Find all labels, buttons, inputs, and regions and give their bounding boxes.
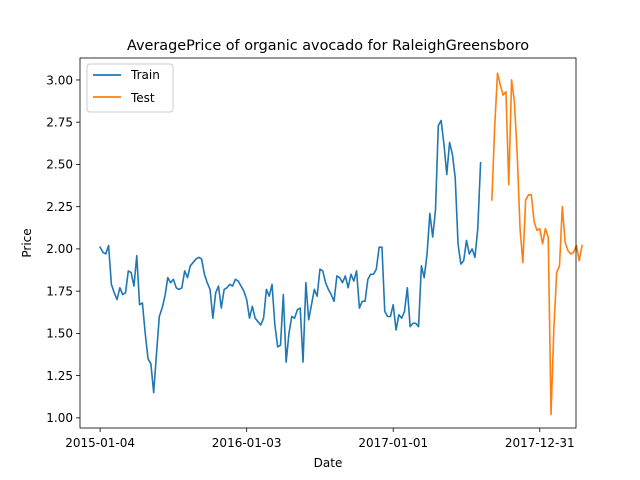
legend-box bbox=[86, 63, 174, 113]
y-tick-label: 2.25 bbox=[46, 200, 73, 214]
plot-area bbox=[79, 57, 583, 429]
y-tick-label: 1.75 bbox=[46, 284, 73, 298]
x-tick-label: 2016-01-03 bbox=[212, 436, 282, 450]
y-tick-label: 2.75 bbox=[46, 116, 73, 130]
y-tick-label: 1.50 bbox=[46, 327, 73, 341]
series-line-train bbox=[99, 119, 482, 394]
y-tick-label: 2.50 bbox=[46, 158, 73, 172]
x-axis-label: Date bbox=[314, 456, 343, 470]
y-axis: 1.00 1.25 1.50 1.75 2.00 2.25 2.50 2.75 3.00 bbox=[46, 73, 80, 425]
y-tick-label: 1.00 bbox=[46, 411, 73, 425]
y-axis-label: Price bbox=[20, 228, 34, 257]
x-axis: 2015-01-04 2016-01-03 2017-01-01 2017-12-31 bbox=[65, 428, 575, 450]
series-layer bbox=[99, 72, 583, 416]
series-line-test bbox=[491, 72, 583, 416]
y-tick-label: 1.25 bbox=[46, 369, 73, 383]
y-tick-label: 3.00 bbox=[46, 73, 73, 87]
x-tick-label: 2015-01-04 bbox=[65, 436, 135, 450]
y-tick-label: 2.00 bbox=[46, 242, 73, 256]
legend: Train Test bbox=[86, 63, 174, 113]
x-tick-label: 2017-12-31 bbox=[505, 436, 575, 450]
x-tick-label: 2017-01-01 bbox=[358, 436, 428, 450]
legend-label-test: Test bbox=[130, 91, 155, 105]
plot-frame bbox=[79, 57, 577, 429]
chart-title: AveragePrice of organic avocado for Rale… bbox=[127, 38, 529, 54]
legend-label-train: Train bbox=[130, 68, 160, 82]
